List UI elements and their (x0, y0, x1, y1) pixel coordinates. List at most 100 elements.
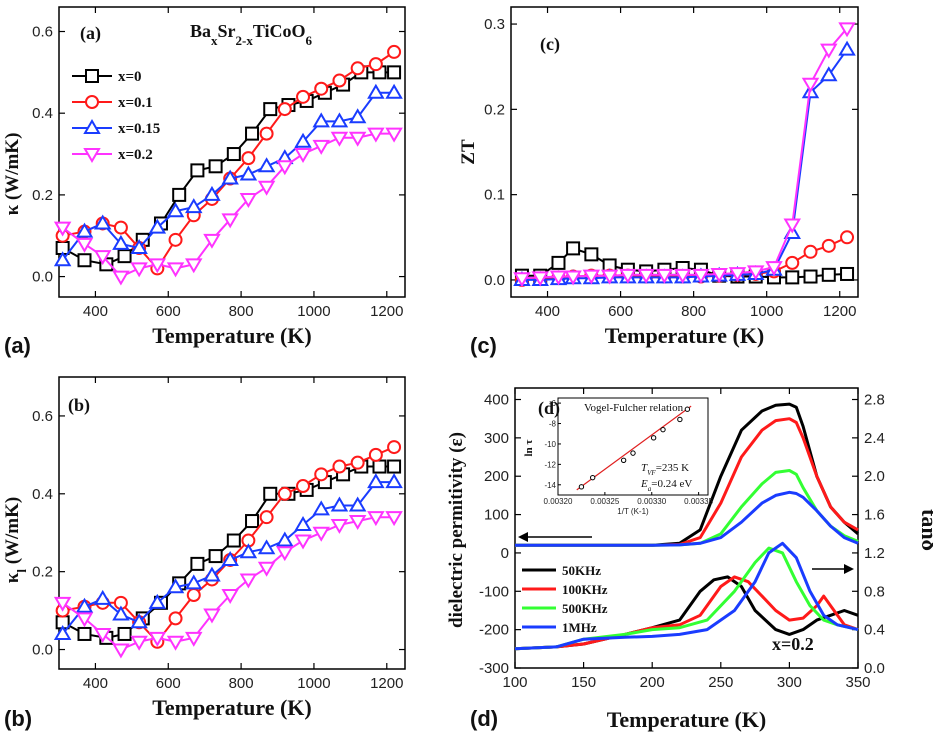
y-tick-label: 0.4 (32, 486, 53, 503)
data-point (330, 518, 349, 534)
y-right-tick-label: 2.8 (864, 392, 885, 409)
legend-label: 1MHz (562, 620, 597, 635)
title-sub: 6 (306, 33, 313, 48)
y-tick-label: -200 (479, 622, 509, 639)
x-axis-title: Temperature (K) (605, 323, 764, 348)
data-point (117, 626, 132, 641)
data-point (185, 631, 203, 647)
data-point (208, 549, 223, 564)
data-point (263, 486, 278, 501)
y-right-tick-label: 2.4 (864, 430, 885, 447)
data-point (330, 131, 349, 147)
data-point (312, 526, 330, 542)
data-point (276, 531, 294, 547)
data-point (77, 253, 92, 268)
data-point (130, 239, 148, 254)
legend: 50KHz 100KHz 500KHz 1MHz (522, 563, 608, 635)
y-tick-label: 0.6 (32, 408, 53, 425)
data-point (785, 270, 800, 285)
data-point (314, 467, 329, 482)
data-point (148, 593, 167, 609)
data-point (259, 510, 274, 525)
data-point (312, 112, 330, 128)
data-point (582, 269, 601, 285)
y-tick-label: 0.2 (484, 101, 505, 118)
data-point (673, 268, 692, 284)
data-point (190, 556, 205, 571)
data-point (350, 455, 365, 470)
x-axis-title: Temperature (K) (152, 695, 311, 720)
data-point (385, 127, 403, 143)
ea-value: =0.24 eV (651, 478, 692, 490)
data-point (75, 237, 94, 253)
data-point (203, 233, 221, 249)
data-point (245, 126, 260, 141)
data-point (368, 447, 383, 462)
data-point (277, 486, 292, 501)
panel-label: (b) (68, 395, 90, 416)
x-tick-label: 350 (845, 674, 870, 691)
inset-x-tick-label: 0.00325 (590, 497, 619, 506)
inset-y-tick-label: -12 (544, 460, 556, 469)
data-point (348, 496, 367, 512)
inset-tvf: TVF=235 K (641, 462, 689, 477)
series-x=0.15 (53, 83, 403, 267)
inset-label: (d) (538, 398, 560, 419)
data-point (148, 218, 167, 234)
series-x=0 (55, 459, 402, 645)
data-point (190, 163, 205, 178)
x-tick-label: 800 (229, 303, 254, 320)
x-tick-label: 1200 (370, 675, 403, 692)
data-point (185, 574, 203, 590)
inset-y-tick-label: -6 (549, 399, 557, 408)
data-point (820, 43, 838, 59)
inset-fit-line (576, 405, 692, 491)
data-point (746, 265, 765, 281)
data-point (53, 221, 72, 237)
data-point (619, 268, 637, 284)
y-right-tick-label: 0.8 (864, 583, 885, 600)
inset-x-title: 1/T (K-1) (617, 507, 649, 516)
data-point (203, 185, 221, 201)
figure-title: BaxSr2-xTiCoO6 (190, 21, 313, 48)
inset-y-tick-label: -10 (544, 440, 556, 449)
data-point (148, 258, 167, 274)
data-point (387, 440, 402, 455)
inset-point (630, 450, 636, 456)
data-point (185, 198, 203, 214)
data-point (208, 159, 223, 174)
inset-y-tick-label: -8 (549, 420, 557, 429)
data-point (838, 40, 856, 56)
x-tick-label: 100 (502, 674, 527, 691)
data-point (294, 515, 312, 531)
data-point (838, 22, 856, 38)
data-point (245, 514, 260, 529)
data-point (549, 270, 568, 286)
y-tick-label: 0 (501, 545, 509, 562)
data-point (367, 83, 385, 99)
panel-label: (c) (540, 34, 560, 55)
y-right-tick-label: 0.4 (864, 622, 885, 639)
legend-label: 100KHz (562, 582, 608, 597)
data-point (221, 551, 239, 566)
y-right-axis-title: tanδ (917, 509, 933, 551)
series-x=0.2 (513, 22, 856, 288)
x-tick-label: 250 (708, 674, 733, 691)
plot-frame (514, 387, 859, 669)
data-point (551, 255, 566, 270)
data-point (783, 218, 801, 234)
data-point (168, 232, 183, 247)
right-axis-arrowhead (844, 564, 854, 574)
data-point (93, 214, 112, 230)
y-tick-label: -300 (479, 660, 509, 677)
y-right-tick-label: 0.0 (864, 660, 885, 677)
data-point (113, 220, 128, 235)
legend-marker (83, 119, 101, 134)
data-point (257, 539, 276, 555)
inset: 0.00320 0.00325 0.00330 0.00335 -6 -8 -10 -12 -1… (523, 397, 714, 516)
data-point (221, 169, 239, 185)
data-point (637, 268, 655, 284)
inset-point (684, 406, 691, 412)
data-point (801, 77, 820, 93)
data-point (186, 588, 201, 603)
